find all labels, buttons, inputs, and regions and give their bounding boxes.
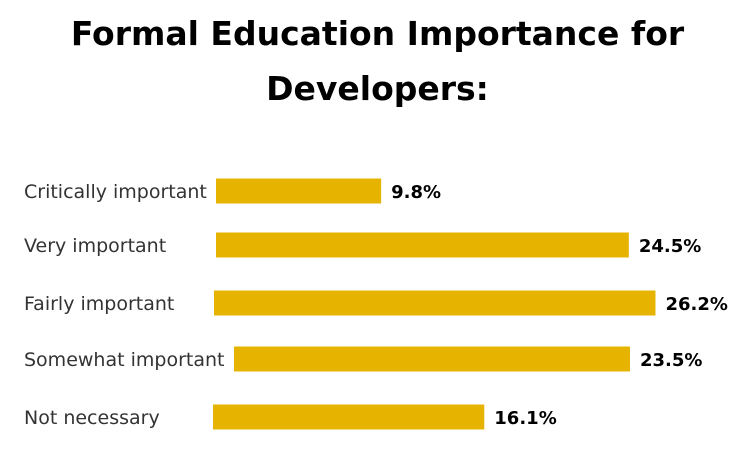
category-label: Not necessary bbox=[24, 407, 160, 429]
bars-group: Critically important 9.8% Very important 24… bbox=[24, 178, 728, 430]
category-label: Very important bbox=[24, 235, 166, 257]
value-label: 24.5% bbox=[639, 236, 701, 257]
bar bbox=[214, 290, 656, 316]
category-label: Somewhat important bbox=[24, 349, 224, 371]
category-label: Critically important bbox=[24, 181, 207, 203]
category-label: Fairly important bbox=[24, 293, 174, 315]
bar bbox=[216, 178, 382, 204]
bar bbox=[213, 404, 485, 430]
bar bbox=[234, 346, 630, 372]
value-label: 16.1% bbox=[494, 408, 556, 429]
value-label: 23.5% bbox=[640, 350, 702, 371]
chart-title: Formal Education Importance for Develope… bbox=[70, 14, 685, 108]
value-label: 26.2% bbox=[665, 294, 727, 315]
value-label: 9.8% bbox=[391, 182, 441, 203]
bar bbox=[216, 232, 629, 258]
